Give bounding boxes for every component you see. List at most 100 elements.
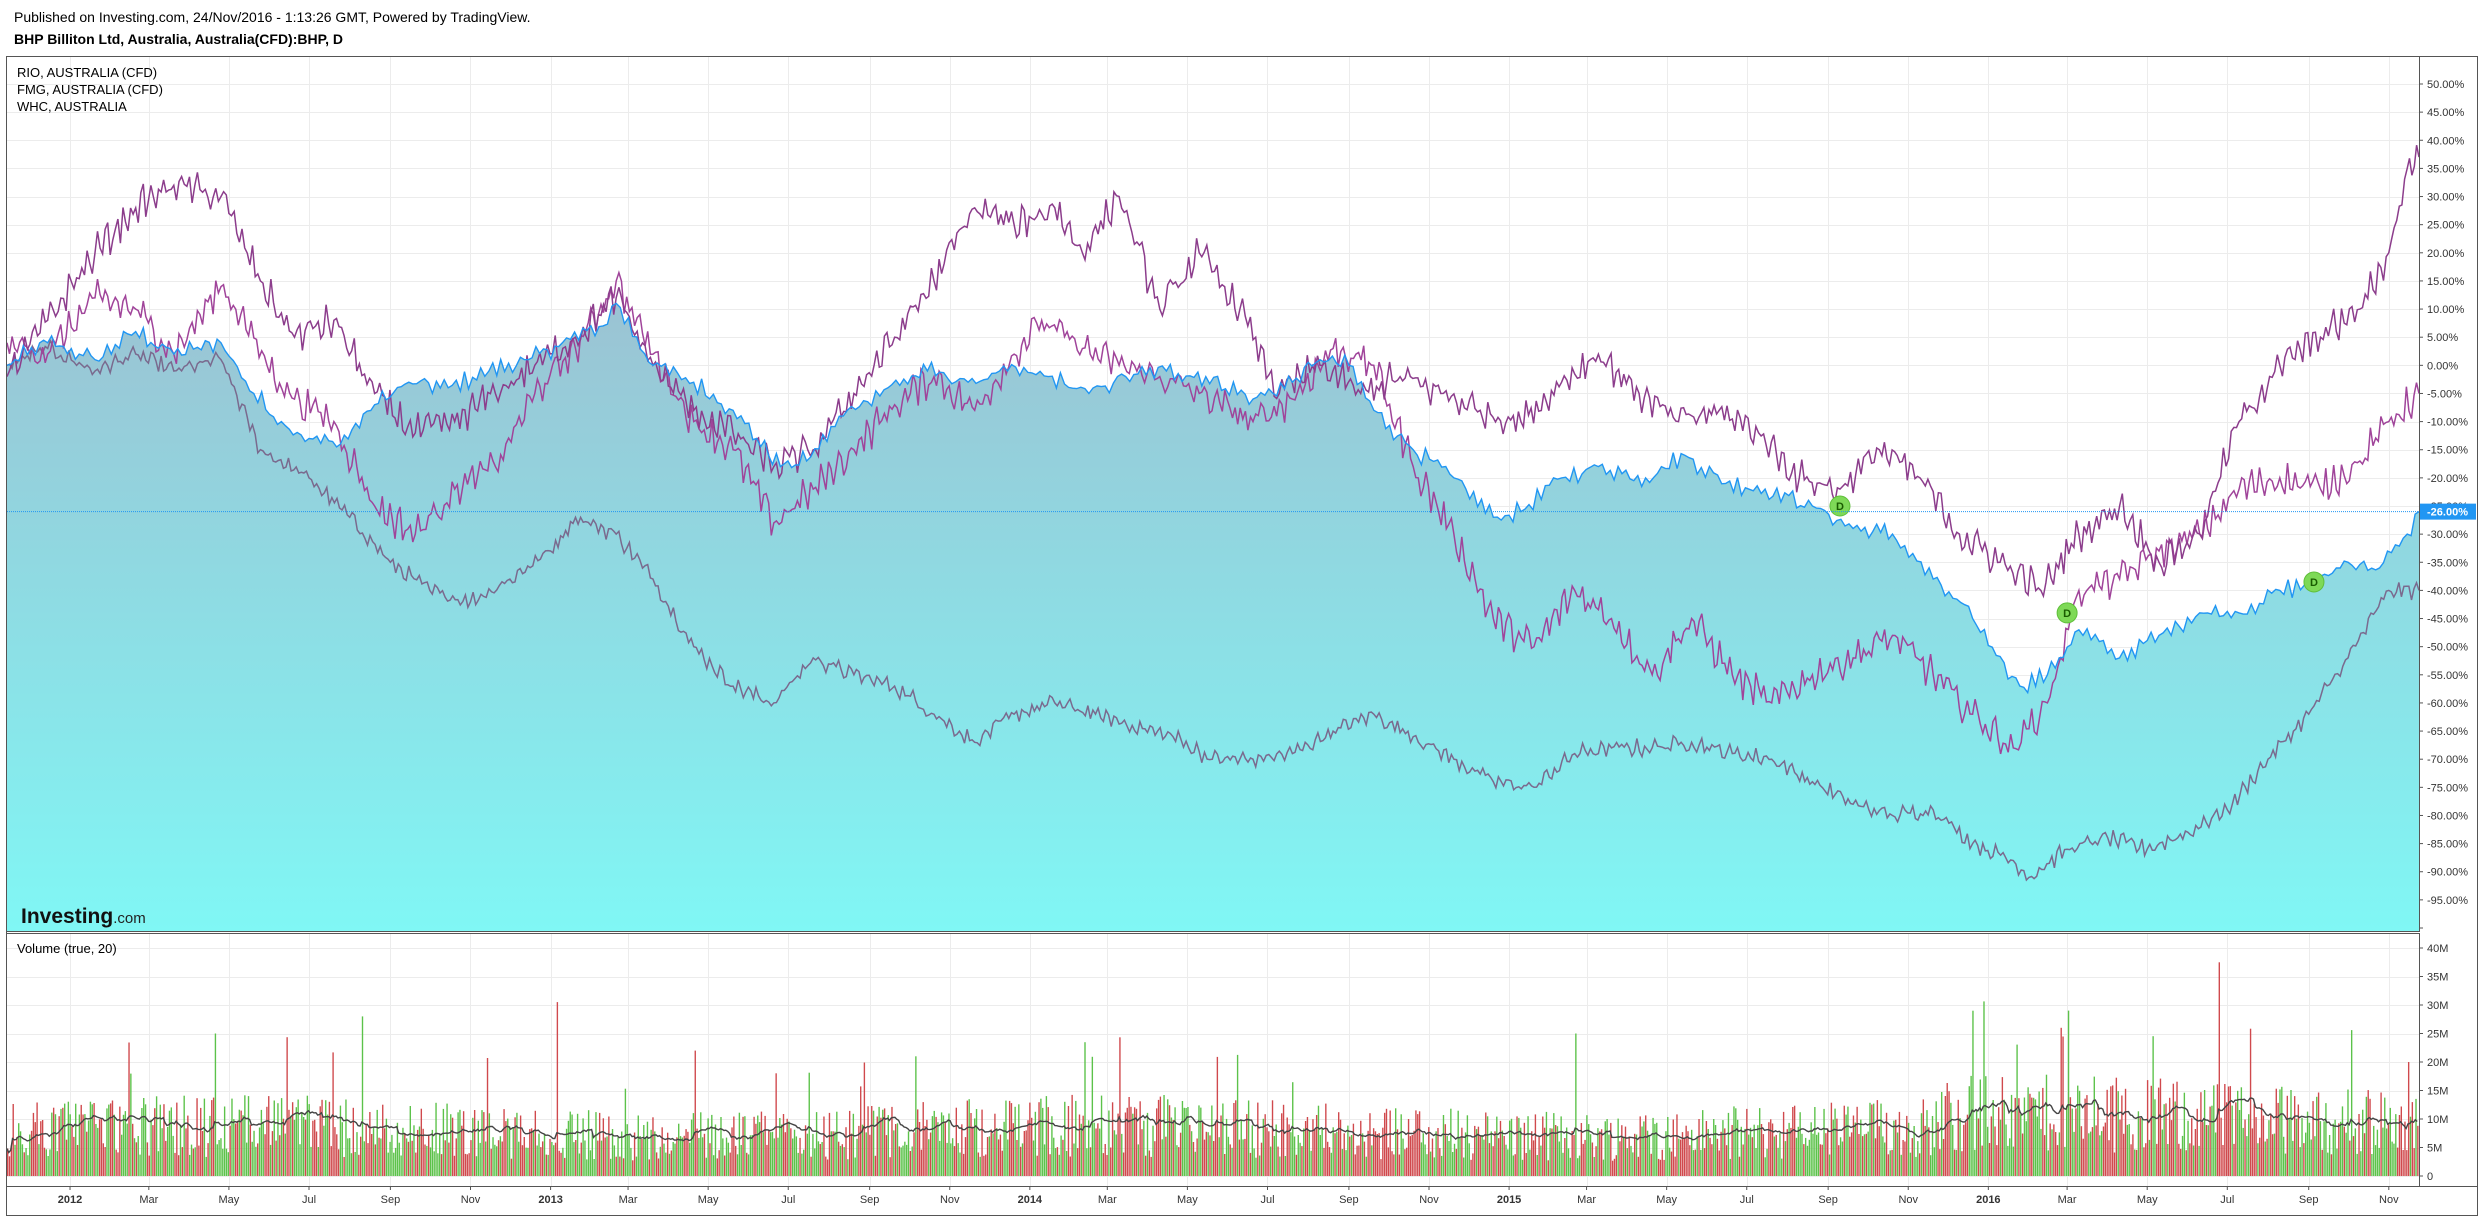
legend-item-whc[interactable]: WHC, AUSTRALIA xyxy=(17,99,127,114)
volume-bar xyxy=(2152,1036,2154,1176)
volume-bar xyxy=(896,1123,899,1176)
volume-bar xyxy=(2084,1098,2086,1176)
dividend-badge[interactable] xyxy=(2303,571,2325,593)
volume-bar xyxy=(1856,1106,1858,1176)
volume-bar xyxy=(1806,1145,1809,1176)
volume-bar xyxy=(2049,1123,2051,1176)
volume-bar xyxy=(937,1122,939,1176)
volume-axis[interactable]: 40M 35M 30M 25M 20M 15M 10M 5M 0 xyxy=(2419,943,2448,1183)
volume-bar xyxy=(655,1152,658,1176)
volume-bar xyxy=(317,1147,320,1176)
volume-bar xyxy=(102,1143,104,1176)
volume-bar xyxy=(2038,1091,2040,1176)
volume-bar xyxy=(1534,1114,1537,1176)
volume-bar xyxy=(2354,1128,2357,1176)
volume-bar xyxy=(1690,1129,1693,1176)
volume-bar xyxy=(898,1146,901,1176)
volume-bar xyxy=(668,1153,671,1176)
volume-bar xyxy=(2317,1092,2320,1176)
time-axis-label: May xyxy=(698,1194,719,1206)
legend-item-rio[interactable]: RIO, AUSTRALIA (CFD) xyxy=(17,65,157,80)
series-whc-line[interactable] xyxy=(7,145,2419,599)
volume-bar xyxy=(365,1124,367,1176)
volume-bar xyxy=(135,1142,138,1176)
series-fmg-line[interactable] xyxy=(7,270,2419,755)
volume-bar xyxy=(2398,1115,2401,1176)
volume-bar xyxy=(374,1144,377,1176)
volume-bar xyxy=(2303,1143,2305,1176)
dividend-markers: D D D xyxy=(1829,495,2325,624)
volume-bar xyxy=(637,1115,639,1176)
volume-bar xyxy=(1575,1033,1577,1176)
volume-bar xyxy=(1031,1117,1033,1176)
volume-bar xyxy=(1893,1120,1895,1176)
volume-bar xyxy=(1054,1148,1057,1176)
volume-bar xyxy=(475,1156,478,1176)
volume-bar xyxy=(1983,1001,1985,1176)
volume-bar xyxy=(2385,1128,2388,1176)
volume-bar xyxy=(860,1086,862,1176)
volume-bar xyxy=(1944,1096,1947,1176)
series-bhp-line[interactable] xyxy=(7,302,2419,695)
volume-bar xyxy=(1678,1138,1680,1176)
dividend-badge[interactable] xyxy=(1829,495,1851,517)
series-rio-line[interactable] xyxy=(7,338,2419,882)
volume-bar xyxy=(212,1097,215,1176)
volume-bar xyxy=(2091,1127,2094,1176)
volume-bar xyxy=(610,1158,612,1176)
volume-bar xyxy=(2135,1149,2138,1176)
volume-bar xyxy=(1288,1124,1290,1176)
volume-bar xyxy=(510,1158,513,1176)
volume-bar xyxy=(720,1117,722,1176)
volume-bar xyxy=(80,1104,82,1176)
volume-bar xyxy=(1964,1122,1967,1176)
volume-bar xyxy=(2056,1145,2059,1176)
time-axis-label: 2013 xyxy=(538,1194,562,1206)
volume-bar xyxy=(141,1108,143,1176)
volume-bar xyxy=(1860,1119,1862,1176)
volume-bar xyxy=(790,1128,792,1176)
volume-bar xyxy=(1181,1101,1184,1176)
time-axis-label: May xyxy=(1177,1194,1198,1206)
volume-bar xyxy=(549,1138,551,1176)
volume-bar xyxy=(1626,1148,1629,1176)
volume-bar xyxy=(632,1160,634,1176)
volume-legend[interactable]: Volume (true, 20) xyxy=(17,941,117,956)
volume-bar xyxy=(1917,1141,1919,1176)
volume-bar xyxy=(1700,1149,1702,1176)
volume-bar xyxy=(865,1132,867,1176)
volume-bar xyxy=(863,1062,866,1176)
volume-bar xyxy=(1360,1120,1362,1176)
time-axis[interactable]: 2012 Mar May Jul Sep Nov 2013 Mar May Jul Sep Nov 20… xyxy=(58,1186,2399,1206)
price-axis-label: -60.00% xyxy=(2427,698,2468,710)
volume-bar xyxy=(130,1073,132,1176)
price-axis[interactable]: 50.00% 45.00% 40.00% 35.00% 30.00% 25.00% 20.0… xyxy=(2419,79,2468,929)
legend-item-fmg[interactable]: FMG, AUSTRALIA (CFD) xyxy=(17,82,163,97)
volume-bar xyxy=(716,1158,719,1176)
volume-bar xyxy=(516,1112,518,1176)
volume-bar xyxy=(1383,1112,1386,1176)
volume-bar xyxy=(2301,1118,2303,1176)
volume-bar xyxy=(350,1153,353,1176)
volume-bar xyxy=(1317,1105,1320,1176)
volume-bar xyxy=(2117,1091,2119,1176)
volume-bar xyxy=(222,1148,224,1176)
volume-bar xyxy=(439,1133,441,1176)
volume-bar xyxy=(315,1131,318,1176)
volume-bar xyxy=(299,1144,301,1176)
volume-bar xyxy=(966,1100,969,1176)
volume-bar xyxy=(2053,1124,2055,1176)
volume-bar xyxy=(1512,1155,1515,1176)
volume-bar xyxy=(113,1114,116,1176)
volume-bar xyxy=(2251,1128,2254,1176)
volume-bar xyxy=(2339,1121,2342,1176)
dividend-badge[interactable] xyxy=(2056,602,2078,624)
volume-bar xyxy=(1942,1139,1945,1176)
time-axis-label: 2016 xyxy=(1976,1194,2000,1206)
volume-bar xyxy=(1135,1108,1138,1176)
volume-bar xyxy=(630,1147,632,1176)
volume-bar xyxy=(1532,1140,1535,1176)
symbol-title: BHP Billiton Ltd, Australia, Australia(C… xyxy=(14,31,344,47)
volume-bar xyxy=(2032,1097,2035,1176)
